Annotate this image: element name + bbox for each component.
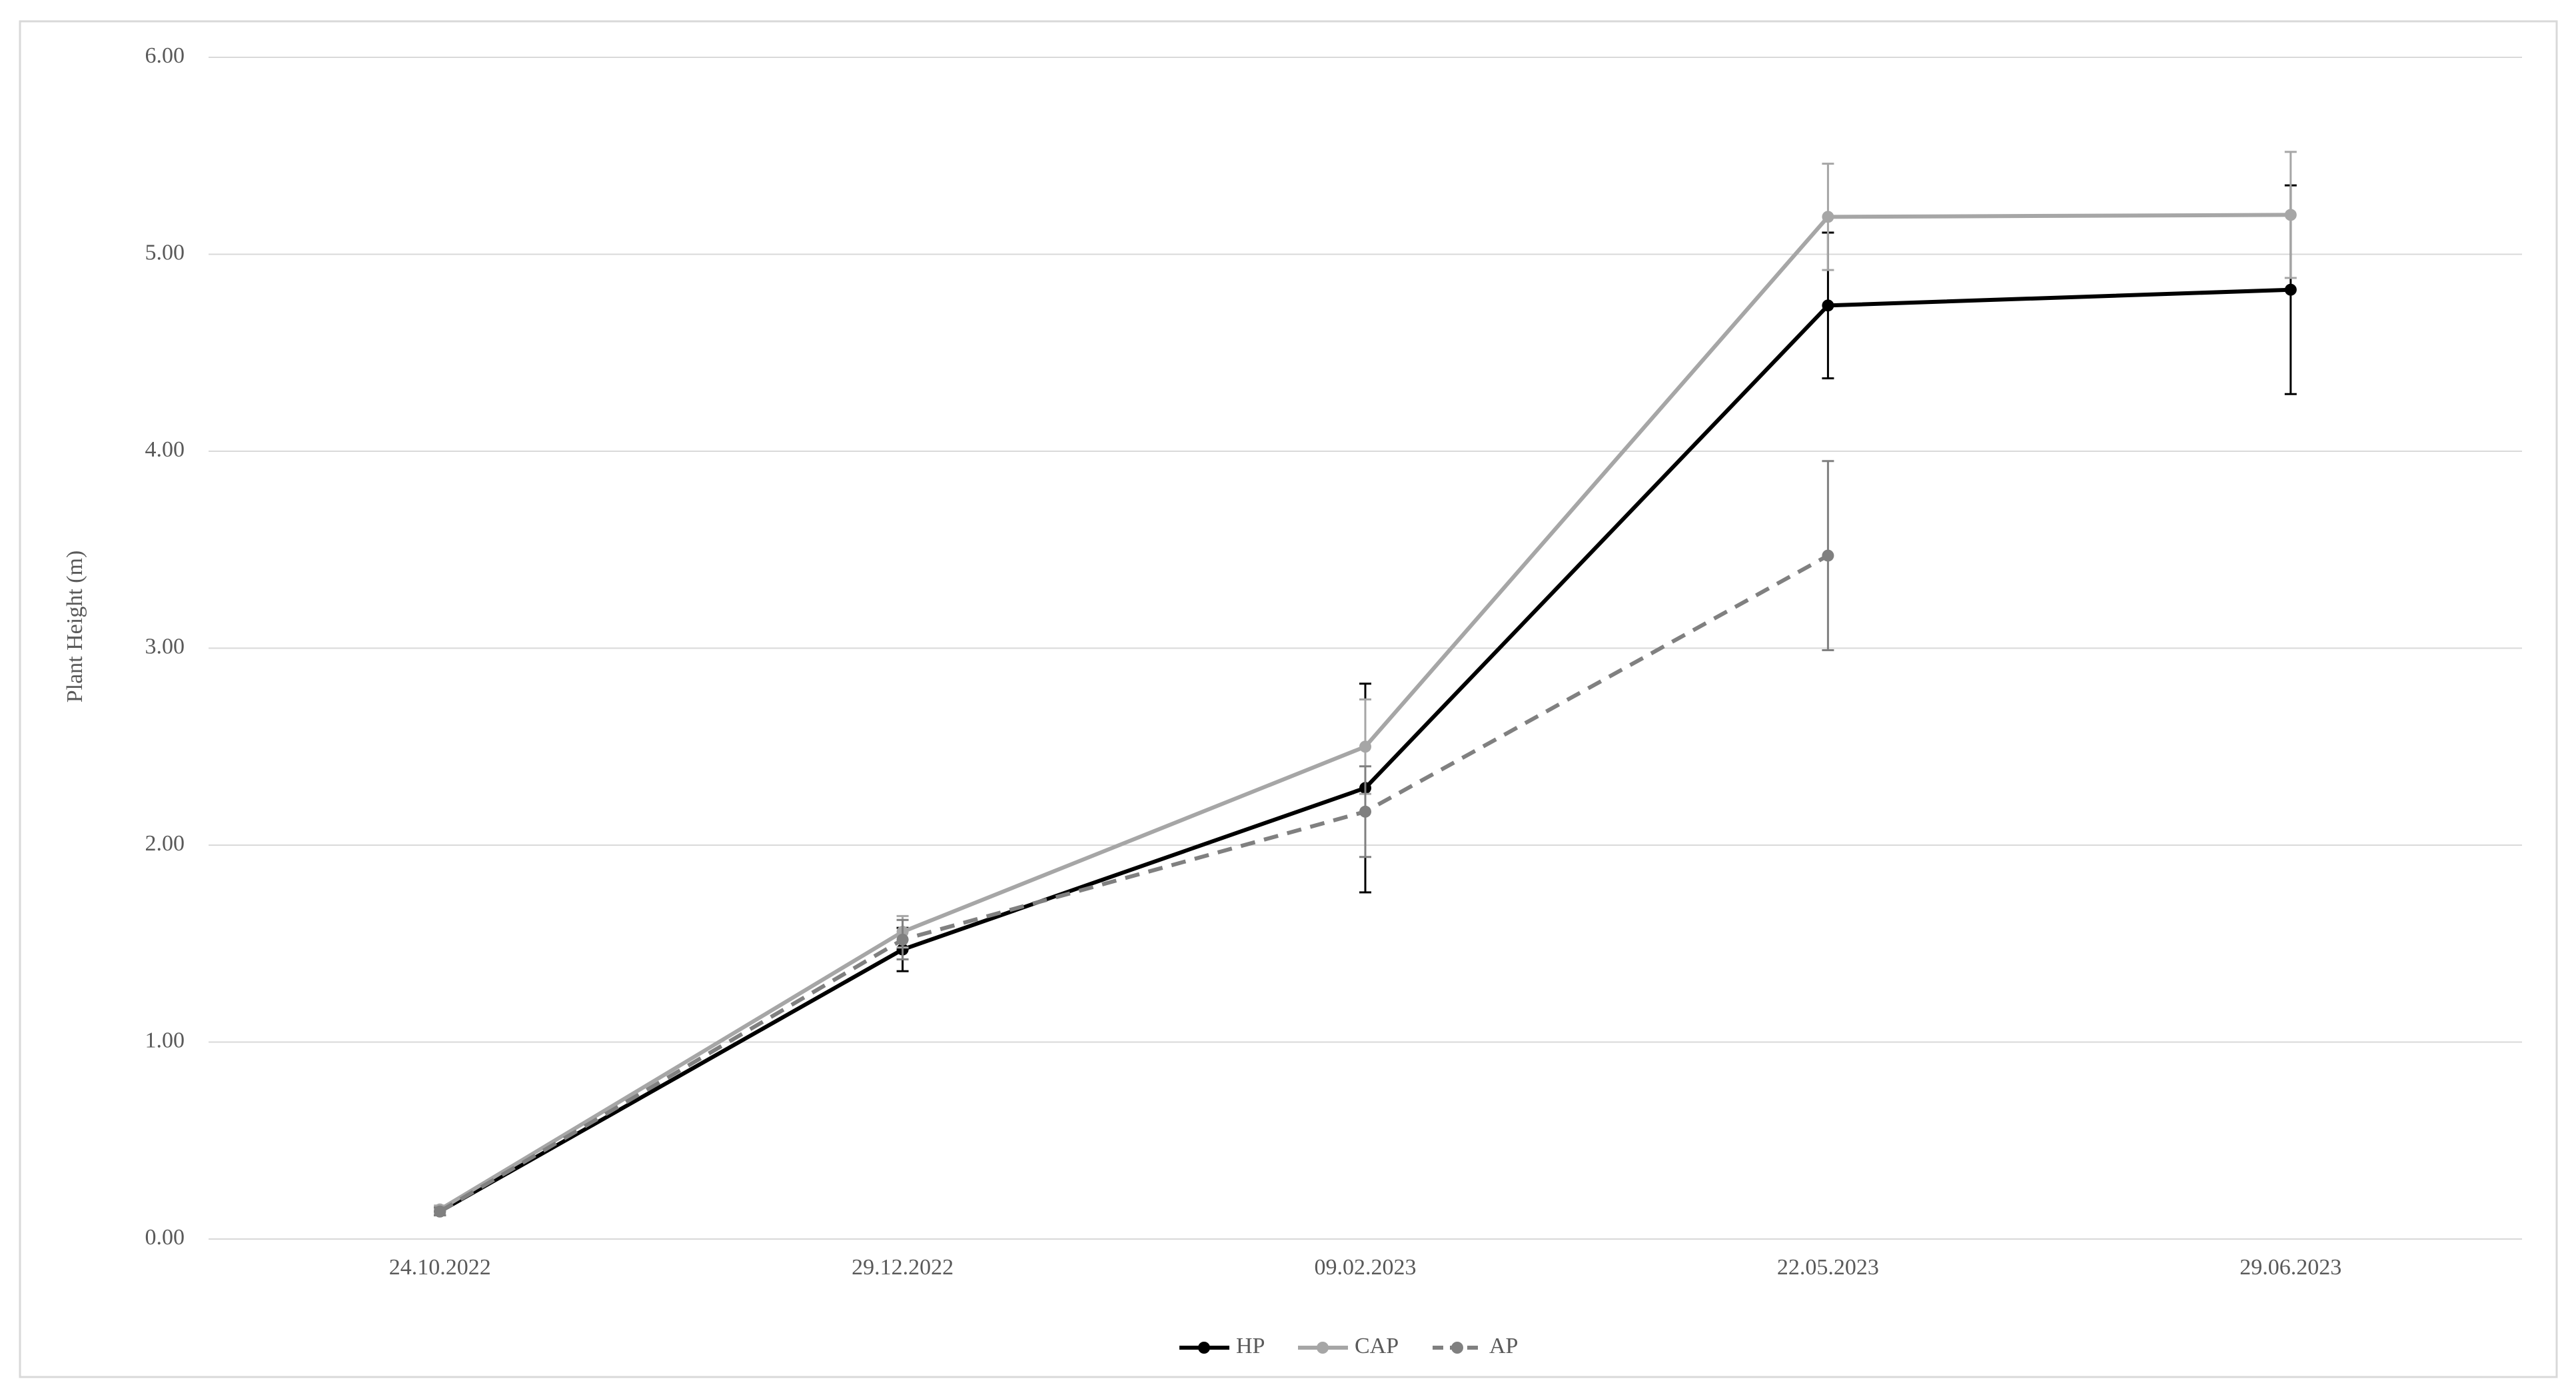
legend-label: HP [1236, 1334, 1265, 1358]
y-tick-label: 6.00 [145, 43, 185, 68]
legend-marker [1317, 1342, 1329, 1354]
legend-label: AP [1489, 1334, 1518, 1358]
x-tick-label: 09.02.2023 [1315, 1255, 1417, 1280]
legend-marker [1451, 1342, 1463, 1354]
series-line [438, 553, 1829, 1214]
point [1822, 299, 1834, 312]
y-tick-label: 3.00 [145, 634, 185, 659]
x-tick-label: 24.10.2022 [389, 1255, 491, 1280]
point [896, 933, 909, 946]
point [2284, 283, 2297, 296]
y-tick-label: 4.00 [145, 437, 185, 462]
legend-marker [1198, 1342, 1210, 1354]
x-tick-label: 22.05.2023 [1777, 1255, 1879, 1280]
y-tick-label: 2.00 [145, 831, 185, 856]
point [1359, 805, 1371, 818]
y-tick-label: 1.00 [145, 1028, 185, 1052]
point [2284, 209, 2297, 221]
point [1822, 211, 1834, 223]
y-axis-label: Plant Height (m) [63, 551, 87, 703]
point [434, 1205, 446, 1218]
x-tick-label: 29.06.2023 [2240, 1255, 2341, 1280]
y-tick-label: 5.00 [145, 240, 185, 265]
point [1359, 740, 1371, 753]
chart-border [19, 20, 2558, 1378]
y-tick-label: 0.00 [145, 1225, 185, 1250]
x-tick-label: 29.12.2022 [852, 1255, 954, 1280]
legend-label: CAP [1355, 1334, 1399, 1358]
point [1822, 549, 1834, 562]
